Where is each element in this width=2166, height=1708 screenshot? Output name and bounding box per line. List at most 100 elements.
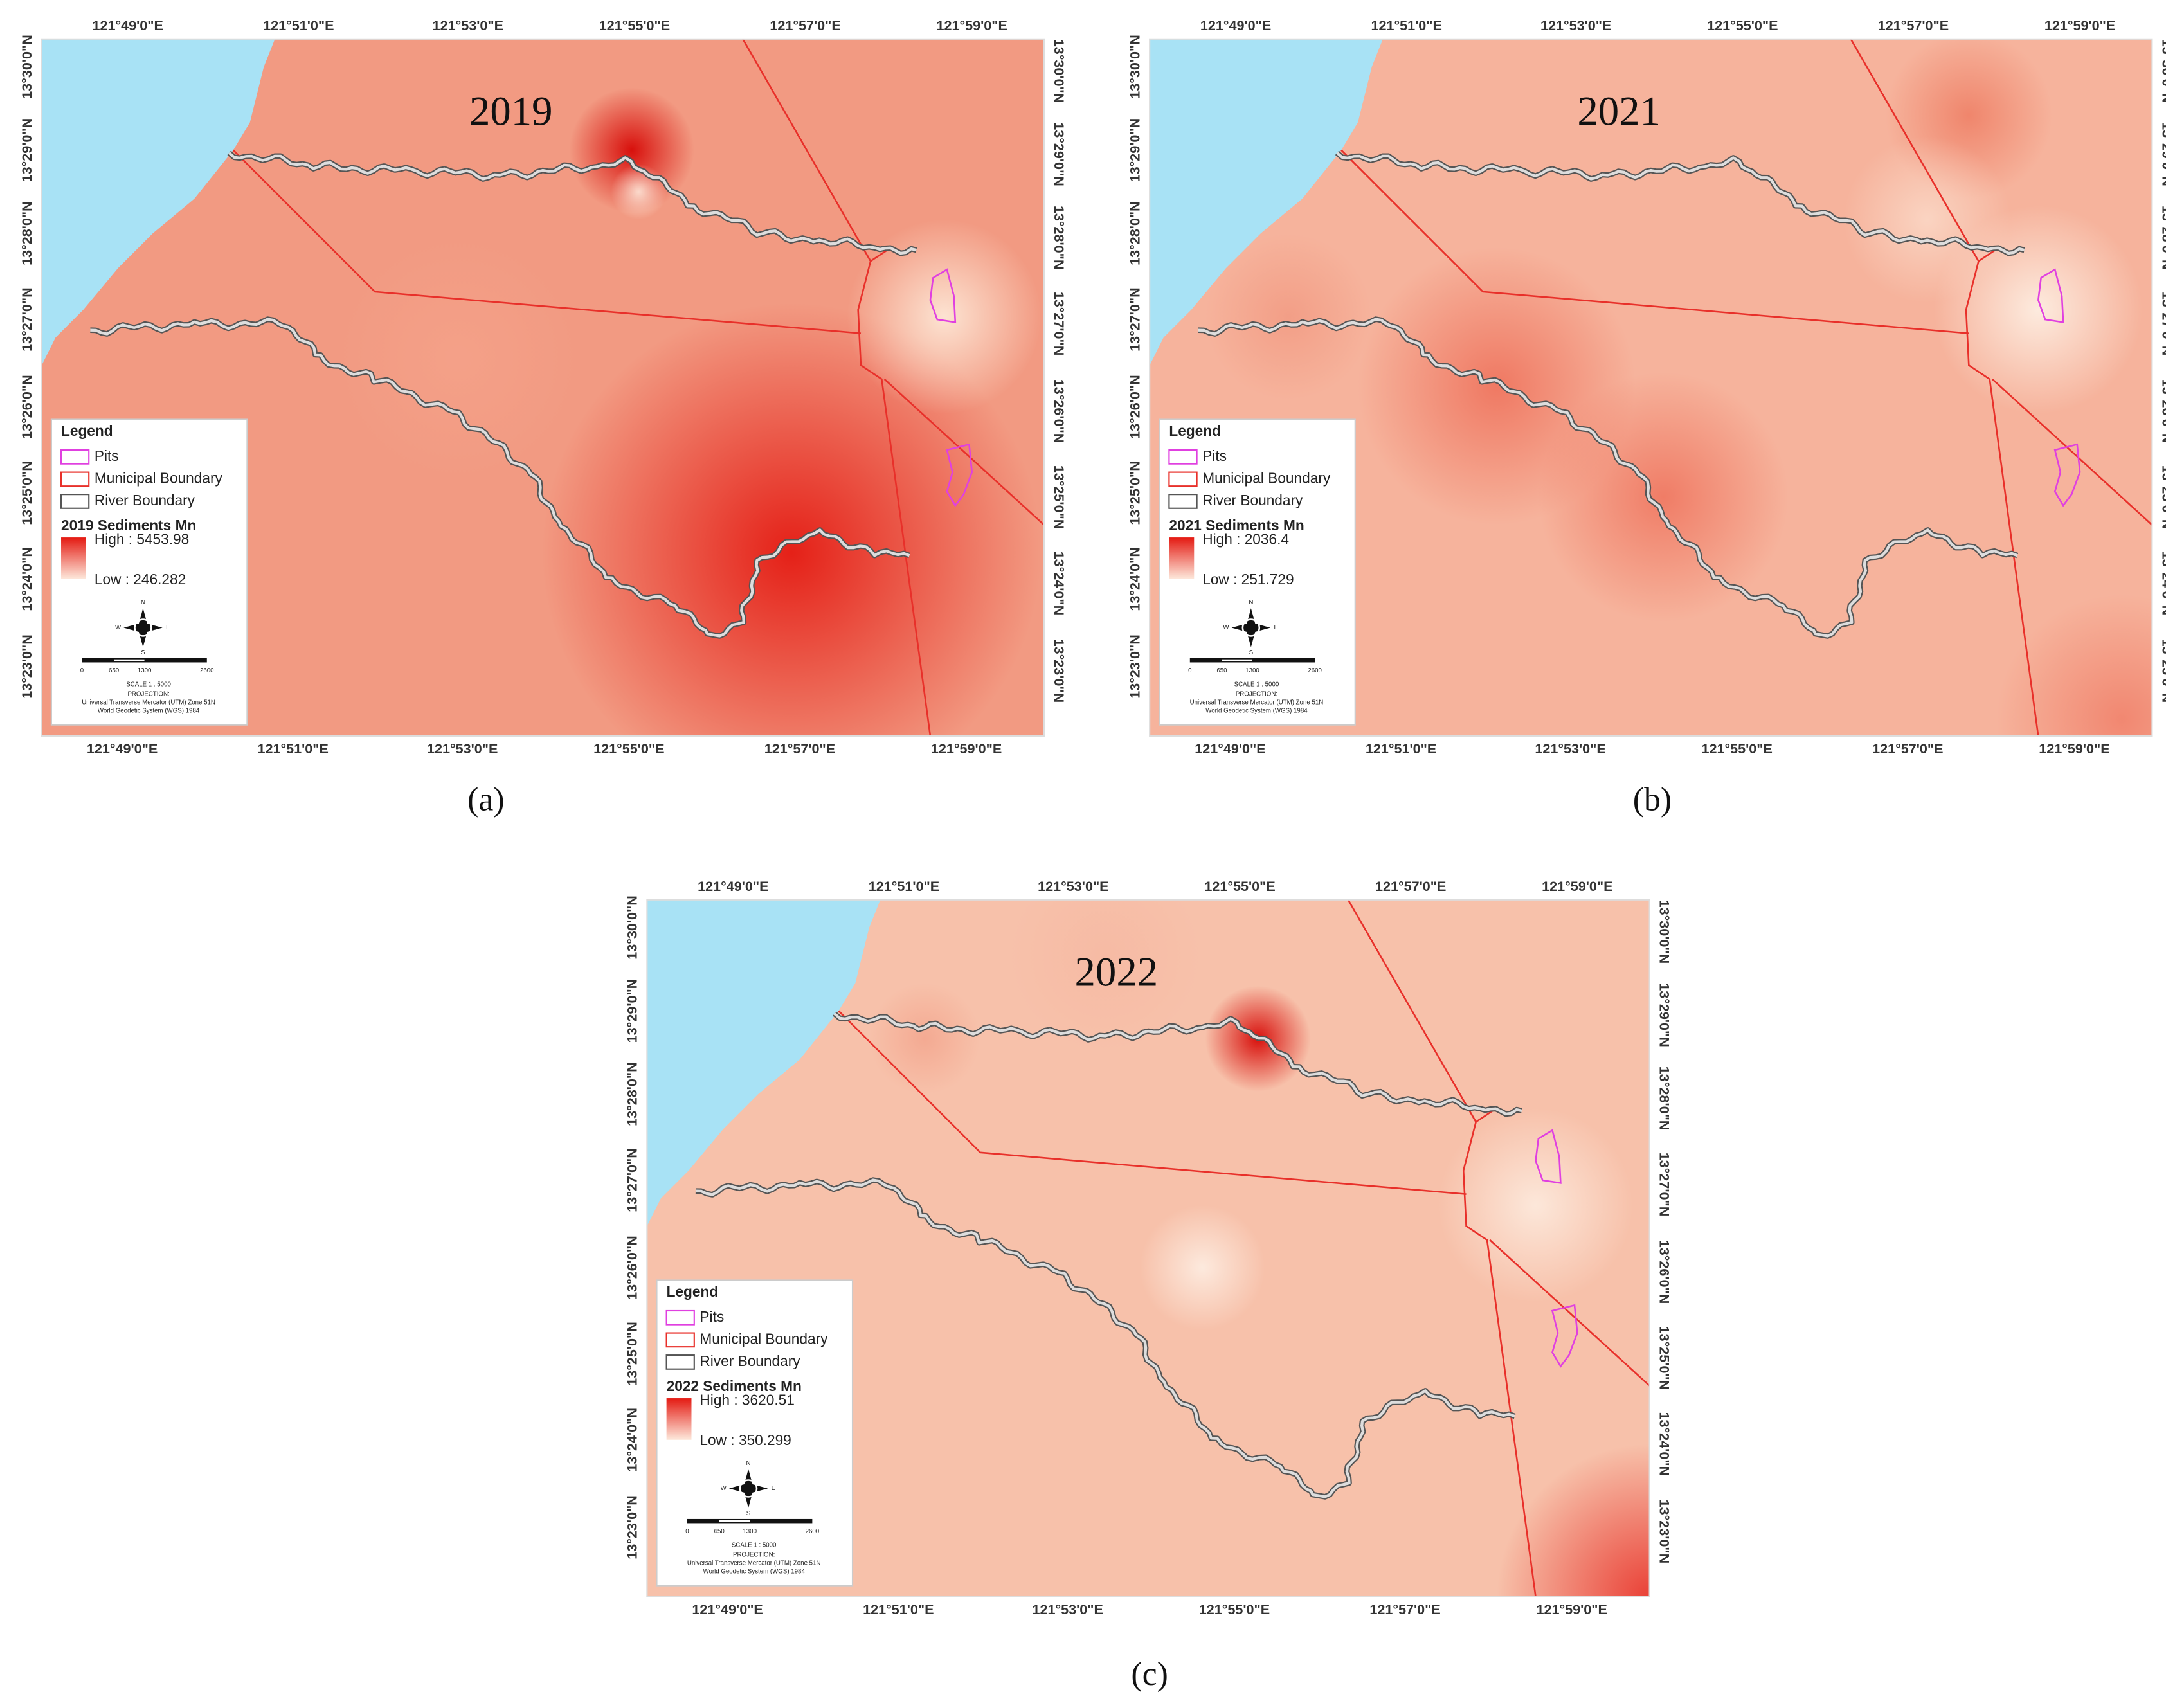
map-panel: 2019 121°49'0"E 121°49'0"E 121°51'0"E 121°51… bbox=[19, 17, 1067, 757]
legend-item: River Boundary bbox=[95, 492, 195, 508]
concentration-hotspot bbox=[1205, 233, 1372, 400]
latitude-label: 13°25'0"N bbox=[1051, 465, 1067, 530]
concentration-hotspot bbox=[1497, 1444, 1650, 1597]
scale-text: SCALE 1 : 5000 bbox=[126, 681, 171, 688]
latitude-label: 13°28'0"N bbox=[19, 201, 35, 265]
latitude-label: 13°24'0"N bbox=[624, 1408, 640, 1472]
latitude-label: 13°26'0"N bbox=[1126, 375, 1142, 439]
scale-text: SCALE 1 : 5000 bbox=[1234, 681, 1279, 688]
longitude-label: 121°55'0"E bbox=[599, 17, 670, 33]
legend-raster-title: 2021 Sediments Mn bbox=[1169, 517, 1304, 534]
legend-low: Low : 251.729 bbox=[1202, 571, 1294, 588]
river-boundary bbox=[228, 152, 917, 255]
longitude-label: 121°53'0"E bbox=[1540, 17, 1611, 33]
legend-swatch bbox=[1168, 494, 1198, 509]
scale-tick: 0 bbox=[1188, 667, 1192, 674]
legend-ramp bbox=[1169, 537, 1195, 579]
latitude-label: 13°29'0"N bbox=[1126, 118, 1142, 183]
longitude-label: 121°53'0"E bbox=[427, 741, 498, 757]
legend-high: High : 3620.51 bbox=[699, 1391, 794, 1408]
compass-letter: N bbox=[1249, 599, 1253, 606]
legend-raster-title: 2019 Sediments Mn bbox=[61, 517, 196, 534]
legend-item: Municipal Boundary bbox=[1202, 469, 1331, 486]
concentration-hotspot bbox=[1538, 372, 1789, 622]
longitude-label: 121°55'0"E bbox=[1707, 17, 1778, 33]
compass-ring bbox=[739, 1479, 758, 1498]
longitude-label: 121°55'0"E bbox=[1199, 1601, 1270, 1617]
latitude-label: 13°23'0"N bbox=[624, 1495, 640, 1560]
river-boundary bbox=[90, 318, 910, 638]
scale-tick: 1300 bbox=[743, 1528, 757, 1535]
scale-tick: 2600 bbox=[806, 1528, 820, 1535]
latitude-label: 13°24'0"N bbox=[1051, 552, 1067, 616]
panel-caption: (a) bbox=[467, 781, 505, 818]
latitude-label: 13°25'0"N bbox=[19, 461, 35, 525]
legend-title: Legend bbox=[667, 1283, 719, 1300]
concentration-hotspot bbox=[1438, 1108, 1633, 1303]
compass-letter: S bbox=[141, 649, 145, 656]
pit bbox=[2037, 268, 2064, 323]
longitude-label: 121°51'0"E bbox=[1366, 741, 1436, 757]
latitude-label: 13°23'0"N bbox=[2159, 639, 2166, 703]
concentration-hotspot bbox=[1140, 1205, 1265, 1331]
municipal-boundary bbox=[1992, 378, 2152, 526]
latitude-label: 13°24'0"N bbox=[1126, 547, 1142, 611]
longitude-label: 121°53'0"E bbox=[1535, 741, 1605, 757]
legend-high: High : 5453.98 bbox=[95, 530, 189, 547]
scale-tick: 650 bbox=[109, 667, 120, 674]
concentration-hotspot bbox=[869, 983, 980, 1095]
latitude-label: 13°26'0"N bbox=[19, 375, 35, 439]
scale-tick: 650 bbox=[1216, 667, 1227, 674]
longitude-label: 121°59'0"E bbox=[1542, 878, 1612, 894]
latitude-label: 13°25'0"N bbox=[2159, 465, 2166, 530]
projection-text: Universal Transverse Mercator (UTM) Zone… bbox=[687, 1560, 821, 1567]
concentration-hotspot bbox=[847, 219, 1042, 414]
legend-ramp bbox=[666, 1398, 692, 1440]
legend-swatch bbox=[60, 494, 90, 509]
latitude-label: 13°28'0"N bbox=[2159, 206, 2166, 270]
latitude-label: 13°24'0"N bbox=[2159, 552, 2166, 616]
longitude-label: 121°55'0"E bbox=[1701, 741, 1772, 757]
scale-tick: 2600 bbox=[1308, 667, 1322, 674]
year-title: 2019 bbox=[469, 88, 553, 134]
municipal-boundary bbox=[742, 39, 932, 736]
river-boundary bbox=[1336, 152, 2025, 255]
longitude-label: 121°59'0"E bbox=[931, 741, 1002, 757]
longitude-label: 121°51'0"E bbox=[1371, 17, 1441, 33]
scale-tick: 2600 bbox=[200, 667, 214, 674]
latitude-label: 13°24'0"N bbox=[19, 547, 35, 611]
longitude-label: 121°49'0"E bbox=[87, 741, 158, 757]
longitude-label: 121°57'0"E bbox=[764, 741, 835, 757]
legend-low: Low : 350.299 bbox=[699, 1432, 791, 1448]
compass-star bbox=[123, 608, 163, 647]
compass-letter: N bbox=[746, 1460, 751, 1467]
longitude-label: 121°53'0"E bbox=[433, 17, 503, 33]
compass-star bbox=[728, 1469, 768, 1508]
legend: Legend Pits Municipal Boundary River Bounda… bbox=[50, 418, 248, 726]
latitude-label: 13°29'0"N bbox=[1051, 122, 1067, 186]
longitude-label: 121°51'0"E bbox=[869, 878, 939, 894]
legend-title: Legend bbox=[61, 422, 113, 439]
latitude-label: 13°30'0"N bbox=[1051, 39, 1067, 103]
municipal-boundary bbox=[1340, 149, 1969, 334]
compass-letter: N bbox=[141, 599, 145, 606]
legend-ramp bbox=[61, 537, 86, 579]
map-panel: 2022 121°49'0"E 121°49'0"E 121°51'0"E 121°51… bbox=[624, 878, 1673, 1617]
pit bbox=[2053, 443, 2081, 507]
longitude-label: 121°57'0"E bbox=[1872, 741, 1943, 757]
projection-text: World Geodetic System (WGS) 1984 bbox=[1205, 708, 1308, 715]
latitude-label: 13°27'0"N bbox=[2159, 292, 2166, 356]
projection-text: Universal Transverse Mercator (UTM) Zone… bbox=[82, 699, 215, 706]
longitude-label: 121°57'0"E bbox=[1878, 17, 1949, 33]
municipal-boundary bbox=[1489, 1239, 1650, 1387]
latitude-label: 13°29'0"N bbox=[19, 118, 35, 183]
legend-title: Legend bbox=[1169, 422, 1221, 439]
map-frame bbox=[646, 899, 1650, 1597]
concentration-hotspot bbox=[1007, 899, 1203, 1053]
longitude-label: 121°49'0"E bbox=[1200, 17, 1271, 33]
longitude-label: 121°51'0"E bbox=[263, 17, 334, 33]
latitude-label: 13°29'0"N bbox=[1657, 983, 1673, 1047]
latitude-label: 13°30'0"N bbox=[624, 895, 640, 960]
